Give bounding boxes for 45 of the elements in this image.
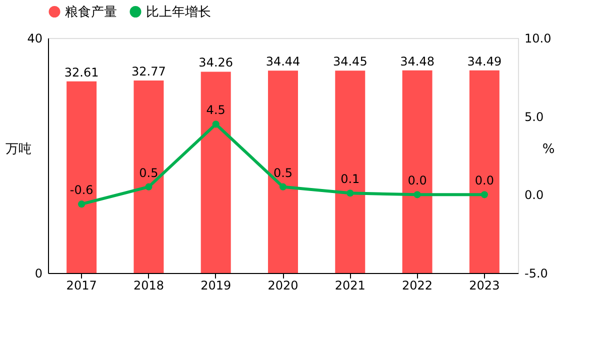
y-tick-label: 40 bbox=[27, 32, 42, 46]
x-tick-label: 2022 bbox=[402, 278, 433, 292]
data-label: 0.0 bbox=[474, 174, 494, 188]
point bbox=[414, 191, 421, 198]
bar bbox=[268, 70, 298, 273]
bar bbox=[335, 70, 366, 273]
x-tick-label: 2023 bbox=[469, 278, 500, 292]
bar bbox=[66, 81, 97, 273]
y2-tick-label: 5.0 bbox=[524, 110, 544, 124]
data-label: 34.49 bbox=[467, 54, 502, 68]
data-label: 0.5 bbox=[273, 166, 293, 180]
data-label: 34.26 bbox=[198, 56, 234, 70]
point bbox=[480, 191, 488, 198]
y2-tick-label: -5.0 bbox=[524, 266, 548, 280]
y2-axis-title: % bbox=[542, 142, 555, 157]
x-tick-label: 2017 bbox=[66, 278, 97, 292]
data-label: -0.6 bbox=[70, 183, 94, 198]
data-label: 34.45 bbox=[332, 54, 368, 69]
data-label: 0.5 bbox=[139, 166, 158, 180]
point bbox=[212, 120, 220, 128]
point bbox=[145, 183, 152, 190]
bar bbox=[200, 72, 231, 273]
x-tick-label: 2018 bbox=[133, 278, 164, 292]
data-label: 0.0 bbox=[408, 174, 427, 188]
data-label: 34.48 bbox=[400, 54, 434, 68]
legend-label: 粮食产量 bbox=[65, 4, 117, 20]
y-axis-title: 万吨 bbox=[6, 142, 32, 157]
point bbox=[78, 200, 86, 208]
data-label: 34.44 bbox=[266, 54, 300, 69]
x-tick-label: 2021 bbox=[334, 278, 366, 292]
data-label: 0.1 bbox=[340, 172, 360, 186]
y2-tick-label: 0.0 bbox=[524, 188, 544, 202]
point bbox=[346, 190, 354, 197]
data-label: 4.5 bbox=[206, 103, 226, 118]
y2-tick-label: 10.0 bbox=[524, 32, 552, 46]
point bbox=[279, 183, 287, 190]
legend-label: 比上年增长 bbox=[146, 4, 211, 20]
bar bbox=[134, 80, 164, 273]
data-label: 32.77 bbox=[132, 64, 166, 78]
bar bbox=[469, 70, 500, 273]
x-tick-label: 2019 bbox=[200, 278, 232, 292]
bar bbox=[402, 70, 432, 273]
data-label: 32.61 bbox=[64, 65, 99, 80]
y-tick-label: 0 bbox=[34, 266, 42, 280]
x-tick-label: 2020 bbox=[268, 278, 298, 292]
